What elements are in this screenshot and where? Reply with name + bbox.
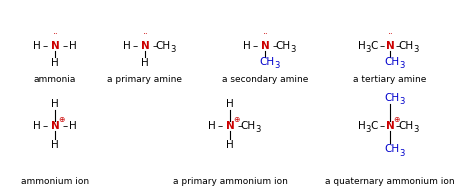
- Text: H: H: [69, 41, 77, 51]
- Text: N: N: [141, 41, 149, 51]
- Text: H: H: [358, 121, 366, 131]
- Text: H: H: [33, 121, 41, 131]
- Text: –: –: [395, 121, 401, 131]
- Text: H: H: [226, 99, 234, 109]
- Text: CH: CH: [259, 57, 274, 67]
- Text: 3: 3: [365, 126, 371, 134]
- Text: –: –: [252, 41, 258, 51]
- Text: N: N: [386, 41, 394, 51]
- Text: H: H: [226, 140, 234, 150]
- Text: ⊕: ⊕: [58, 114, 64, 124]
- Text: H: H: [69, 121, 77, 131]
- Text: CH: CH: [384, 57, 400, 67]
- Text: CH: CH: [155, 41, 171, 51]
- Text: –: –: [395, 41, 401, 51]
- Text: ammonia: ammonia: [34, 74, 76, 83]
- Text: ¨: ¨: [263, 33, 267, 43]
- Text: a tertiary amine: a tertiary amine: [353, 74, 427, 83]
- Text: –: –: [42, 41, 47, 51]
- Text: 3: 3: [170, 46, 176, 55]
- Text: –: –: [152, 41, 158, 51]
- Text: –: –: [132, 41, 137, 51]
- Text: ¨: ¨: [143, 33, 147, 43]
- Text: a primary amine: a primary amine: [108, 74, 182, 83]
- Text: –: –: [273, 41, 278, 51]
- Text: CH: CH: [384, 93, 400, 103]
- Text: CH: CH: [384, 144, 400, 154]
- Text: –: –: [218, 121, 223, 131]
- Text: 3: 3: [255, 126, 261, 134]
- Text: H: H: [33, 41, 41, 51]
- Text: H: H: [358, 41, 366, 51]
- Text: ammonium ion: ammonium ion: [21, 178, 89, 186]
- Text: H: H: [123, 41, 131, 51]
- Text: CH: CH: [275, 41, 291, 51]
- Text: 3: 3: [290, 46, 296, 55]
- Text: CH: CH: [240, 121, 255, 131]
- Text: a secondary amine: a secondary amine: [222, 74, 308, 83]
- Text: H: H: [51, 58, 59, 68]
- Text: ¨: ¨: [53, 33, 57, 43]
- Text: H: H: [208, 121, 216, 131]
- Text: N: N: [226, 121, 234, 131]
- Text: N: N: [261, 41, 269, 51]
- Text: a quaternary ammonium ion: a quaternary ammonium ion: [325, 178, 455, 186]
- Text: 3: 3: [399, 61, 405, 70]
- Text: H: H: [141, 58, 149, 68]
- Text: –: –: [63, 121, 68, 131]
- Text: 3: 3: [413, 46, 419, 55]
- Text: –: –: [379, 121, 384, 131]
- Text: C: C: [370, 121, 378, 131]
- Text: H: H: [51, 140, 59, 150]
- Text: –: –: [42, 121, 47, 131]
- Text: –: –: [379, 41, 384, 51]
- Text: 3: 3: [365, 46, 371, 55]
- Text: –: –: [237, 121, 243, 131]
- Text: ⊕: ⊕: [233, 114, 239, 124]
- Text: H: H: [243, 41, 251, 51]
- Text: CH: CH: [399, 41, 413, 51]
- Text: –: –: [63, 41, 68, 51]
- Text: N: N: [386, 121, 394, 131]
- Text: 3: 3: [399, 98, 405, 107]
- Text: N: N: [51, 41, 59, 51]
- Text: CH: CH: [399, 121, 413, 131]
- Text: C: C: [370, 41, 378, 51]
- Text: ⊕: ⊕: [393, 114, 399, 124]
- Text: 3: 3: [274, 61, 280, 70]
- Text: ¨: ¨: [388, 33, 392, 43]
- Text: N: N: [51, 121, 59, 131]
- Text: H: H: [51, 99, 59, 109]
- Text: a primary ammonium ion: a primary ammonium ion: [173, 178, 287, 186]
- Text: 3: 3: [399, 148, 405, 158]
- Text: 3: 3: [413, 126, 419, 134]
